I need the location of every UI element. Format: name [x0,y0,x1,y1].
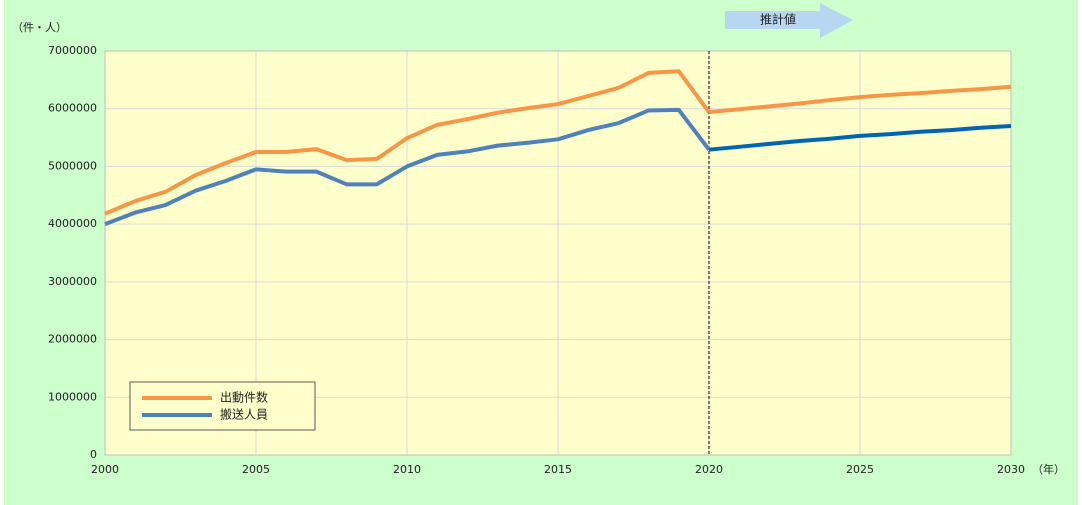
y-tick-label: 0 [90,448,97,461]
y-tick-label: 1000000 [48,390,97,403]
x-tick-label: 2010 [393,463,421,476]
x-unit-label: （年） [1032,462,1065,476]
y-tick-label: 5000000 [48,159,97,172]
plot-border [104,50,1012,456]
y-tick-label: 3000000 [48,275,97,288]
x-tick-label: 2015 [544,463,572,476]
y-unit-label: （件・人） [12,21,67,34]
legend-box [129,381,316,431]
x-tick-label: 2000 [91,463,119,476]
x-tick-label: 2025 [846,463,874,476]
series-line [104,107,711,227]
projection-arrow [725,3,853,38]
annotation: 推計値 [760,12,796,27]
x-tick-label: 2005 [242,463,270,476]
x-tick-label: 2020 [695,463,723,476]
projection-line [708,124,1012,152]
x-tick-label: 2030 [997,463,1025,476]
y-tick-label: 4000000 [48,217,97,230]
series-line [104,69,711,216]
y-tick-label: 2000000 [48,333,97,346]
legend-label: 搬送人員 [220,407,268,422]
y-tick-label: 6000000 [48,102,97,115]
legend-label: 出動件数 [220,390,268,405]
y-tick-label: 7000000 [48,44,97,57]
projection-line [708,84,1012,115]
